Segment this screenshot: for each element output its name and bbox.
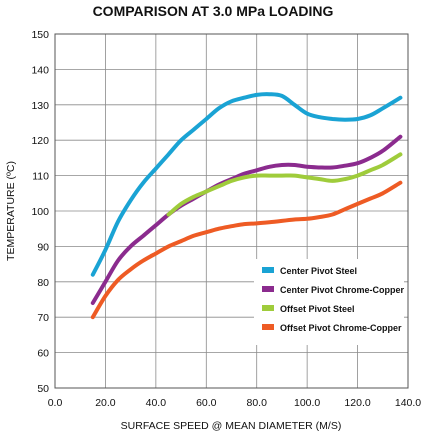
series-center-pivot-steel-legend-swatch (262, 267, 274, 273)
x-tick-label: 60.0 (196, 397, 217, 409)
x-axis-label: SURFACE SPEED @ MEAN DIAMETER (M/S) (121, 420, 342, 432)
series-center-pivot-steel-line (90, 92, 403, 277)
series-offset-pivot-chrome-copper-line (90, 180, 403, 320)
series-offset-pivot-steel-legend-label: Offset Pivot Steel (280, 304, 355, 314)
y-tick-label: 100 (31, 206, 49, 218)
y-tick-labels: 50 60 70 80 90 100 110 120 130 140 150 (31, 29, 49, 395)
x-tick-labels: 0.0 20.0 40.0 60.0 80.0 100.0 120.0 140.0 (48, 397, 422, 409)
x-tick-label: 140.0 (395, 397, 421, 409)
y-tick-label: 50 (37, 383, 49, 395)
x-tick-label: 40.0 (146, 397, 167, 409)
series-offset-pivot-chrome-copper-legend-label: Offset Pivot Chrome-Copper (280, 323, 402, 333)
x-tick-label: 0.0 (48, 397, 63, 409)
chart-title: COMPARISON AT 3.0 MPa LOADING (93, 3, 334, 19)
series-group (90, 92, 403, 320)
y-tick-label: 80 (37, 277, 49, 289)
x-tick-label: 100.0 (294, 397, 320, 409)
y-tick-label: 150 (31, 29, 49, 41)
series-center-pivot-chrome-copper-line (90, 134, 403, 305)
y-tick-label: 120 (31, 135, 49, 147)
legend: Center Pivot Steel Center Pivot Chrome-Co… (262, 266, 405, 333)
y-tick-label: 90 (37, 241, 49, 253)
x-tick-label: 120.0 (344, 397, 370, 409)
y-tick-label: 70 (37, 312, 49, 324)
y-tick-label: 130 (31, 100, 49, 112)
y-tick-label: 140 (31, 64, 49, 76)
y-axis-label: TEMPERATURE (ºC) (5, 161, 17, 261)
series-offset-pivot-steel-legend-swatch (262, 305, 274, 311)
x-tick-label: 80.0 (246, 397, 267, 409)
legend-background (254, 259, 404, 345)
y-tick-label: 60 (37, 348, 49, 360)
series-offset-pivot-chrome-copper-legend-swatch (262, 324, 274, 330)
series-center-pivot-chrome-copper-legend-label: Center Pivot Chrome-Copper (280, 285, 405, 295)
series-center-pivot-steel-legend-label: Center Pivot Steel (280, 266, 357, 276)
plot-frame (54, 33, 409, 389)
x-tick-label: 20.0 (95, 397, 116, 409)
series-center-pivot-chrome-copper-legend-swatch (262, 286, 274, 292)
y-tick-label: 110 (32, 171, 49, 183)
series-offset-pivot-steel-line (166, 152, 403, 217)
